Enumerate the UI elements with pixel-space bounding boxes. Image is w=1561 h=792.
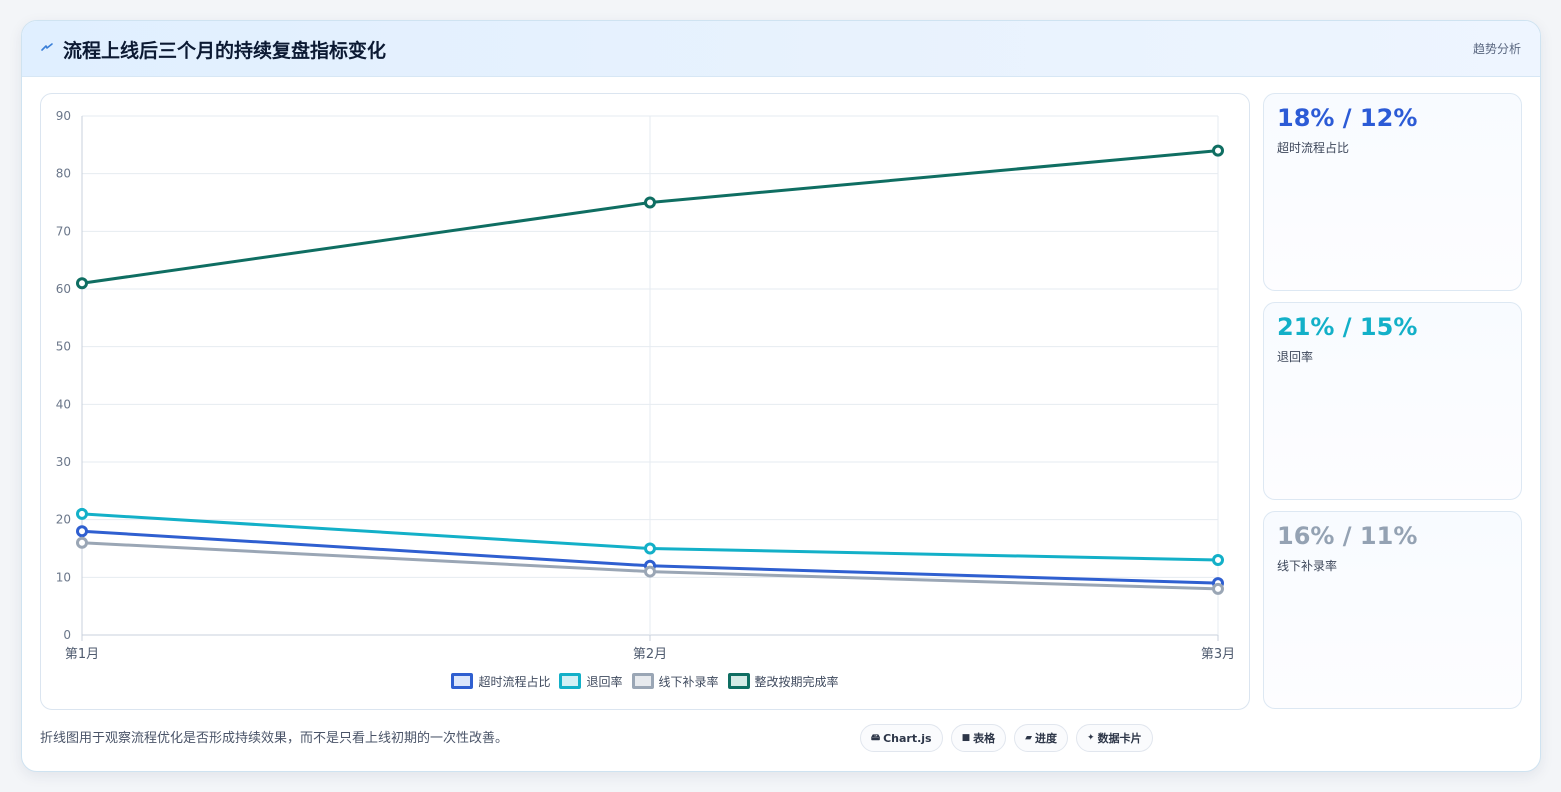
- data-point: [1212, 582, 1224, 595]
- chart-legend: 超时流程占比 退回率 线下补录率 整改按期完成率: [41, 669, 1249, 693]
- y-tick-label: 80: [56, 167, 71, 181]
- progress-icon: ▰: [1025, 733, 1033, 743]
- chart-footnote: 折线图用于观察流程优化是否形成持续效果，而不是只看上线初期的一次性改善。: [40, 731, 509, 746]
- stat-card-return: 21% / 15% 退回率: [1263, 302, 1522, 500]
- stat-value: 21% / 15%: [1277, 313, 1418, 341]
- legend-label: 超时流程占比: [478, 674, 551, 689]
- y-tick-label: 50: [56, 340, 71, 354]
- page-title: 流程上线后三个月的持续复盘指标变化: [63, 40, 387, 62]
- y-tick-label: 0: [63, 628, 71, 642]
- stat-value: 18% / 12%: [1277, 104, 1418, 132]
- sparkle-icon: ✦: [1087, 733, 1095, 743]
- y-tick-label: 30: [56, 455, 71, 469]
- data-point: [644, 542, 656, 555]
- data-point: [644, 196, 656, 209]
- table-icon: ■: [961, 733, 971, 743]
- data-point: [1212, 554, 1224, 567]
- tech-pills: 🖴 Chart.js ■ 表格 ▰ 进度 ✦ 数据卡片: [860, 724, 1153, 752]
- pill-data-cards[interactable]: ✦ 数据卡片: [1076, 724, 1153, 752]
- legend-label: 整改按期完成率: [754, 674, 839, 689]
- legend-item[interactable]: 整改按期完成率: [727, 673, 839, 690]
- stat-card-offline: 16% / 11% 线下补录率: [1263, 511, 1522, 709]
- data-point: [76, 536, 88, 549]
- x-tick-label: 第2月: [633, 647, 667, 662]
- legend-swatch: [559, 673, 582, 689]
- legend-swatch: [451, 673, 474, 689]
- legend-item[interactable]: 退回率: [559, 673, 623, 690]
- pill-label: Chart.js: [883, 731, 932, 745]
- y-tick-label: 20: [56, 513, 71, 527]
- x-tick-label: 第3月: [1201, 647, 1235, 662]
- legend-item[interactable]: 超时流程占比: [451, 673, 550, 690]
- stat-value: 16% / 11%: [1277, 522, 1418, 550]
- data-point: [1212, 144, 1224, 157]
- y-tick-label: 10: [56, 570, 71, 584]
- y-tick-label: 70: [56, 224, 71, 238]
- y-tick-label: 90: [56, 109, 71, 123]
- line-chart: 0 10 20 30 40 50 60 70 80 90 第1月 第2月 第3月: [56, 109, 1235, 662]
- lightning-icon: [41, 43, 53, 51]
- pill-label: 进度: [1035, 732, 1058, 745]
- legend-item[interactable]: 线下补录率: [631, 673, 719, 690]
- chart-icon: 🖴: [871, 733, 881, 743]
- stat-card-timeout: 18% / 12% 超时流程占比: [1263, 93, 1522, 291]
- stat-label: 线下补录率: [1277, 559, 1338, 573]
- stat-label: 超时流程占比: [1277, 141, 1350, 155]
- pill-label: 数据卡片: [1097, 732, 1142, 745]
- legend-label: 线下补录率: [658, 674, 719, 689]
- pill-label: 表格: [973, 732, 996, 745]
- chart-panel: 0 10 20 30 40 50 60 70 80 90 第1月 第2月 第3月 超时流程占比 退回率 线下…: [40, 93, 1250, 710]
- data-point: [76, 507, 88, 520]
- legend-label: 退回率: [586, 674, 623, 689]
- report-card: 流程上线后三个月的持续复盘指标变化 趋势分析 0 10 20 30 40 50 60 70 80…: [21, 20, 1541, 772]
- header-tag: 趋势分析: [1472, 42, 1521, 56]
- y-tick-label: 40: [56, 397, 71, 411]
- x-tick-label: 第1月: [65, 647, 99, 662]
- legend-swatch: [631, 673, 654, 689]
- pill-table[interactable]: ■ 表格: [950, 724, 1007, 752]
- legend-swatch: [727, 673, 750, 689]
- y-tick-label: 60: [56, 282, 71, 296]
- pill-chartjs[interactable]: 🖴 Chart.js: [860, 724, 943, 752]
- data-point: [76, 277, 88, 290]
- data-point: [644, 565, 656, 578]
- stat-label: 退回率: [1277, 350, 1314, 364]
- pill-progress[interactable]: ▰ 进度: [1014, 724, 1069, 752]
- card-header: 流程上线后三个月的持续复盘指标变化 趋势分析: [22, 21, 1540, 77]
- data-point: [76, 525, 88, 538]
